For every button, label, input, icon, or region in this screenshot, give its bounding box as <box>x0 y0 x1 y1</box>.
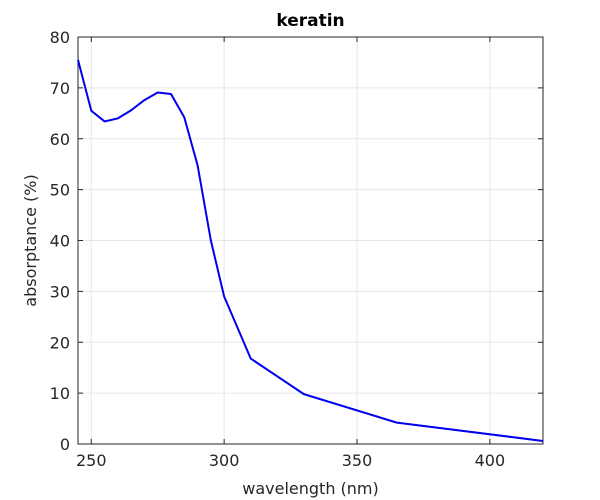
y-tick-label: 60 <box>50 130 70 149</box>
chart-title: keratin <box>276 11 344 31</box>
series-layer <box>77 59 544 442</box>
y-tick-label: 70 <box>50 79 70 98</box>
y-tick-label: 10 <box>50 384 70 403</box>
x-tick-label: 250 <box>76 451 107 470</box>
y-axis-label: absorptance (%) <box>21 174 40 306</box>
x-axis-label: wavelength (nm) <box>242 479 379 498</box>
x-tick-label: 400 <box>475 451 506 470</box>
y-tick-label: 20 <box>50 333 70 352</box>
x-tick-label: 350 <box>342 451 373 470</box>
tick-labels: 250 300 350 400 0 10 20 30 40 50 60 70 80 <box>50 28 505 470</box>
y-tick-label: 40 <box>50 232 70 251</box>
y-tick-label: 80 <box>50 28 70 47</box>
x-tick-label: 300 <box>209 451 240 470</box>
series-line <box>77 59 544 442</box>
y-tick-label: 50 <box>50 181 70 200</box>
y-tick-label: 0 <box>60 435 70 454</box>
y-tick-label: 30 <box>50 282 70 301</box>
axis-ticks <box>78 36 543 445</box>
